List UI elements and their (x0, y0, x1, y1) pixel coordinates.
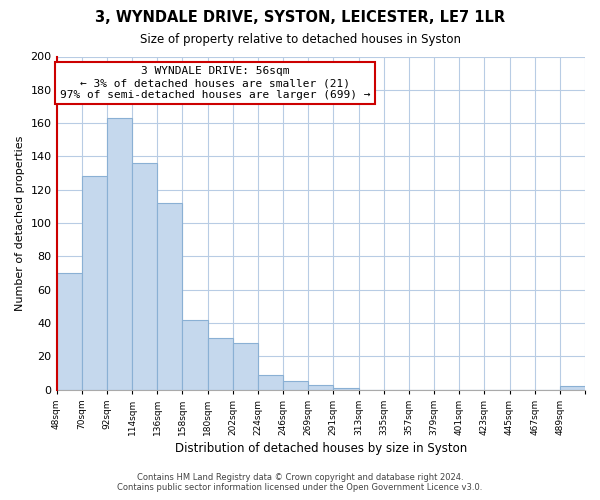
Y-axis label: Number of detached properties: Number of detached properties (15, 136, 25, 311)
Bar (208, 338, 233, 390)
Bar (132, 163, 157, 390)
Text: Contains HM Land Registry data © Crown copyright and database right 2024.
Contai: Contains HM Land Registry data © Crown c… (118, 473, 482, 492)
Bar (308, 384, 334, 390)
X-axis label: Distribution of detached houses by size in Syston: Distribution of detached houses by size … (175, 442, 467, 455)
Bar (107, 118, 132, 390)
Text: Size of property relative to detached houses in Syston: Size of property relative to detached ho… (139, 32, 461, 46)
Bar (258, 374, 283, 390)
Bar (233, 343, 258, 390)
Text: 3 WYNDALE DRIVE: 56sqm
← 3% of detached houses are smaller (21)
97% of semi-deta: 3 WYNDALE DRIVE: 56sqm ← 3% of detached … (60, 66, 370, 100)
Bar (157, 203, 182, 390)
Bar (182, 320, 208, 390)
Bar (56, 273, 82, 390)
Text: 3, WYNDALE DRIVE, SYSTON, LEICESTER, LE7 1LR: 3, WYNDALE DRIVE, SYSTON, LEICESTER, LE7… (95, 10, 505, 25)
Bar (334, 388, 359, 390)
Bar (283, 382, 308, 390)
Bar (82, 176, 107, 390)
Bar (560, 386, 585, 390)
